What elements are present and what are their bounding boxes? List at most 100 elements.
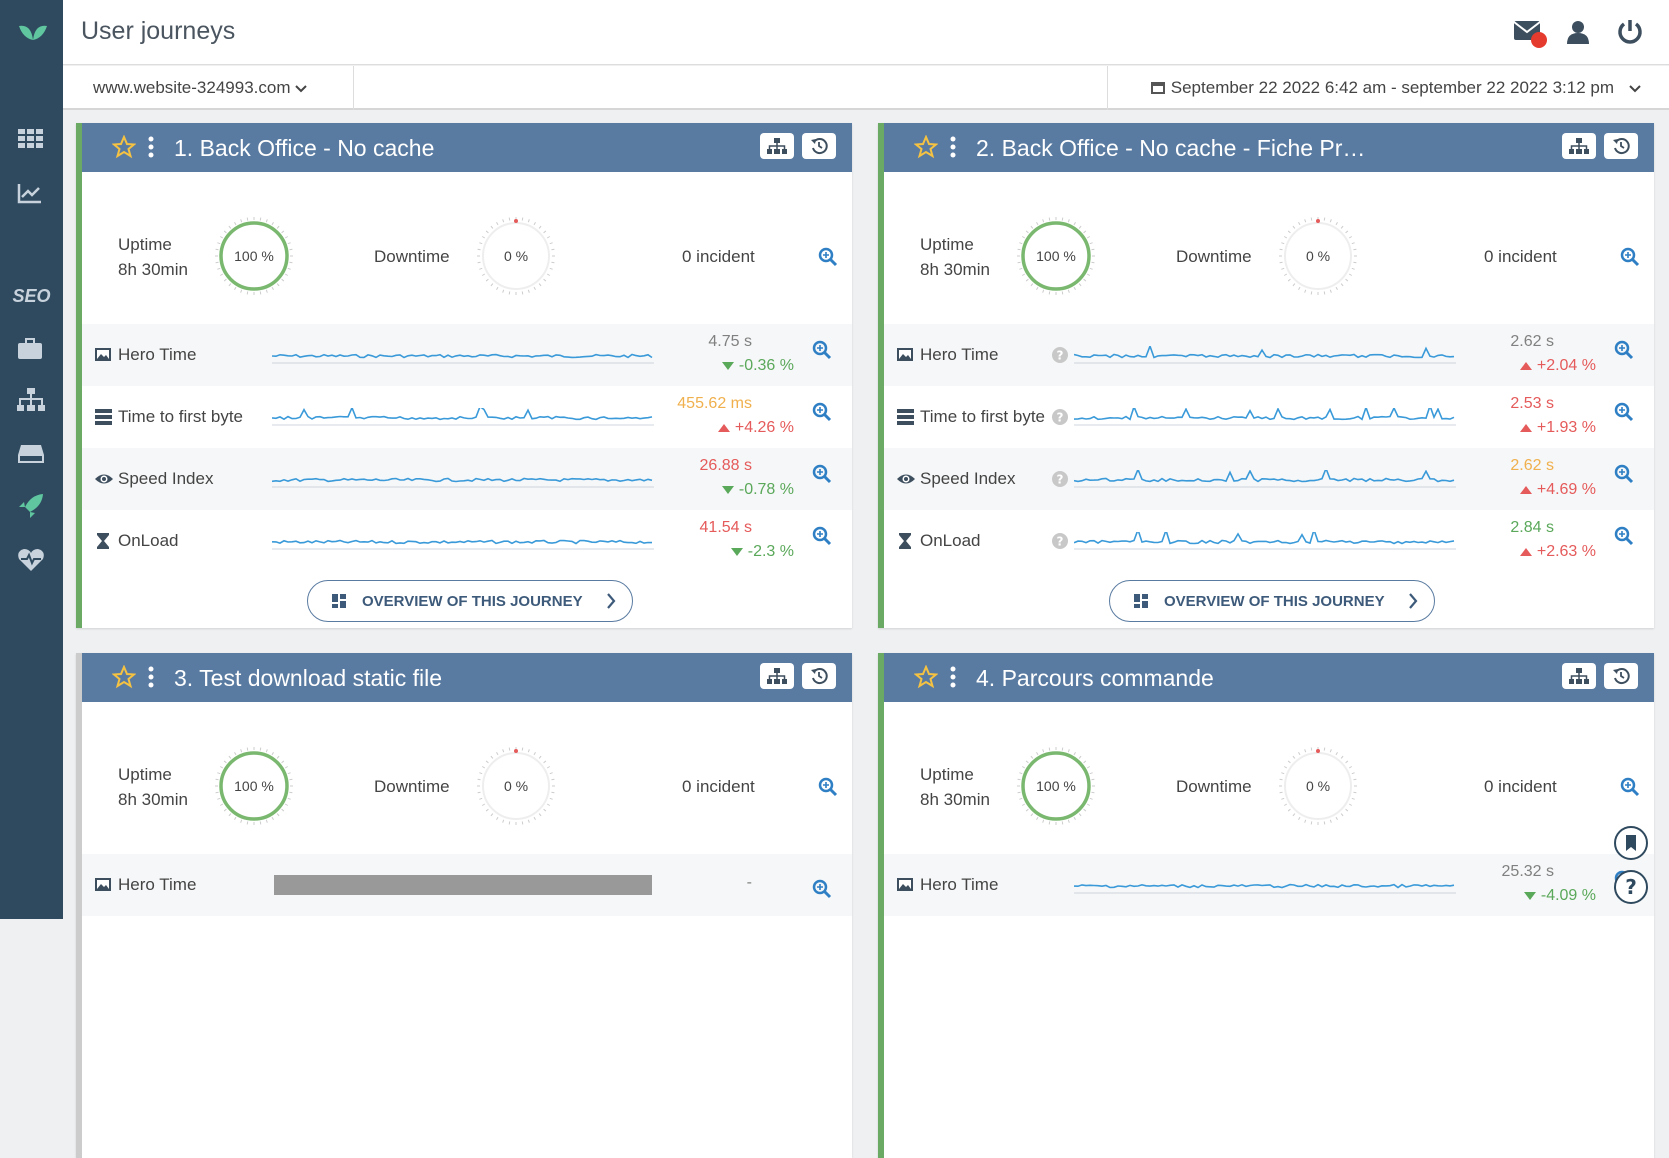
overview-button[interactable]: OVERVIEW OF THIS JOURNEY xyxy=(307,580,633,622)
overview-icon xyxy=(1134,594,1148,608)
uptime-duration: 8h 30min xyxy=(920,790,990,809)
nav-servers[interactable] xyxy=(17,443,45,465)
metric-row: OnLoad? 2.84 s +2.63 % xyxy=(884,510,1654,572)
card-header: 1. Back Office - No cache xyxy=(82,123,852,172)
downtime-percent: 0 % xyxy=(503,778,529,794)
metric-name: Speed Index xyxy=(118,469,214,488)
zoom-button[interactable] xyxy=(1620,247,1640,267)
nav-sitemap[interactable] xyxy=(17,388,45,412)
metric-row: Hero Time 4.75 s -0.36 % xyxy=(82,324,852,386)
zoom-button[interactable] xyxy=(1620,777,1640,797)
sparkline-empty xyxy=(274,875,652,895)
metric-row: Hero Time - xyxy=(82,854,852,916)
history-button[interactable] xyxy=(802,663,836,689)
svg-text:?: ? xyxy=(1057,411,1064,425)
trend-arrow xyxy=(717,423,730,432)
metric-name: Time to first byte xyxy=(118,407,244,426)
metric-icon xyxy=(897,348,913,361)
downtime-label: Downtime xyxy=(374,777,450,796)
metric-name: OnLoad xyxy=(118,531,179,550)
page-title: User journeys xyxy=(81,17,236,45)
site-name: www.website-324993.com xyxy=(93,78,291,97)
zoom-button[interactable] xyxy=(812,526,832,546)
svg-text:?: ? xyxy=(1057,349,1064,363)
uptime-gauge xyxy=(1017,747,1095,825)
zoom-button[interactable] xyxy=(1614,464,1634,484)
zoom-button[interactable] xyxy=(818,777,838,797)
nav-health[interactable] xyxy=(17,548,45,572)
card-header: 3. Test download static file xyxy=(82,653,852,702)
card-menu[interactable] xyxy=(147,136,155,160)
history-button[interactable] xyxy=(1604,133,1638,159)
zoom-button[interactable] xyxy=(818,247,838,267)
sitemap-button[interactable] xyxy=(760,663,794,689)
sidebar: SEO xyxy=(0,0,63,919)
site-select[interactable]: www.website-324993.com xyxy=(93,78,307,98)
sparkline xyxy=(1074,883,1456,894)
metric-icon xyxy=(897,474,915,484)
bookmark-button[interactable] xyxy=(1613,825,1649,861)
sitemap-button[interactable] xyxy=(1562,133,1596,159)
uptime-percent: 100 % xyxy=(234,248,274,264)
nav-dashboard[interactable] xyxy=(17,128,43,150)
metric-icon xyxy=(95,348,111,361)
zoom-button[interactable] xyxy=(812,879,832,899)
help-button[interactable]: ? xyxy=(1613,869,1649,905)
sparkline xyxy=(1074,470,1456,488)
journey-title: 2. Back Office - No cache - Fiche Pr… xyxy=(976,135,1366,161)
card-menu[interactable] xyxy=(949,666,957,690)
card-menu[interactable] xyxy=(949,136,957,160)
zoom-button[interactable] xyxy=(812,340,832,360)
metric-row: Time to first byte? 2.53 s +1.93 % xyxy=(884,386,1654,448)
nav-journeys[interactable] xyxy=(17,493,45,519)
help-icon[interactable]: ? xyxy=(1051,532,1069,550)
uptime-gauge xyxy=(215,217,293,295)
metric-value: 4.75 s xyxy=(708,333,752,350)
metric-row: Hero Time? 2.62 s +2.04 % xyxy=(884,324,1654,386)
sitemap-button[interactable] xyxy=(760,133,794,159)
metric-change-wrap: +4.26 % xyxy=(654,419,794,437)
separator xyxy=(1107,66,1108,110)
top-bar: User journeys xyxy=(63,0,1669,65)
favorite-star[interactable] xyxy=(112,665,136,689)
help-icon[interactable]: ? xyxy=(1051,408,1069,426)
messages-icon[interactable] xyxy=(1513,18,1549,48)
card-menu[interactable] xyxy=(147,666,155,690)
metric-change-wrap: +1.93 % xyxy=(1456,419,1596,437)
metric-name: OnLoad xyxy=(920,531,981,550)
uptime-percent: 100 % xyxy=(1036,248,1076,264)
nav-stats[interactable] xyxy=(17,182,43,204)
logout-icon[interactable] xyxy=(1617,19,1643,45)
metric-row: Speed Index? 2.62 s +4.69 % xyxy=(884,448,1654,510)
zoom-button[interactable] xyxy=(1614,340,1634,360)
sitemap-button[interactable] xyxy=(1562,663,1596,689)
zoom-button[interactable] xyxy=(1614,526,1634,546)
journey-card: 1. Back Office - No cache Uptime 8h 30min 1… xyxy=(76,123,852,628)
downtime-label: Downtime xyxy=(374,247,450,266)
nav-tools[interactable] xyxy=(17,338,43,360)
favorite-star[interactable] xyxy=(914,135,938,159)
help-icon[interactable]: ? xyxy=(1051,470,1069,488)
zoom-button[interactable] xyxy=(1614,402,1634,422)
date-range-select[interactable]: September 22 2022 6:42 am - september 22… xyxy=(1150,78,1614,98)
user-icon[interactable] xyxy=(1566,20,1590,46)
zoom-button[interactable] xyxy=(812,402,832,422)
metric-row: OnLoad 41.54 s -2.3 % xyxy=(82,510,852,572)
zoom-button[interactable] xyxy=(812,464,832,484)
nav-seo[interactable]: SEO xyxy=(12,286,51,306)
metric-value: 2.62 s xyxy=(1510,333,1554,350)
history-button[interactable] xyxy=(802,133,836,159)
metric-row: Speed Index 26.88 s -0.78 % xyxy=(82,448,852,510)
uptime-percent: 100 % xyxy=(234,778,274,794)
favorite-star[interactable] xyxy=(112,135,136,159)
uptime-percent: 100 % xyxy=(1036,778,1076,794)
metric-row: Time to first byte 455.62 ms +4.26 % xyxy=(82,386,852,448)
overview-button[interactable]: OVERVIEW OF THIS JOURNEY xyxy=(1109,580,1435,622)
metric-icon xyxy=(95,878,111,891)
help-icon[interactable]: ? xyxy=(1051,346,1069,364)
favorite-star[interactable] xyxy=(914,665,938,689)
history-button[interactable] xyxy=(1604,663,1638,689)
calendar-icon xyxy=(1151,82,1166,94)
metric-change: +1.93 % xyxy=(1536,419,1596,436)
